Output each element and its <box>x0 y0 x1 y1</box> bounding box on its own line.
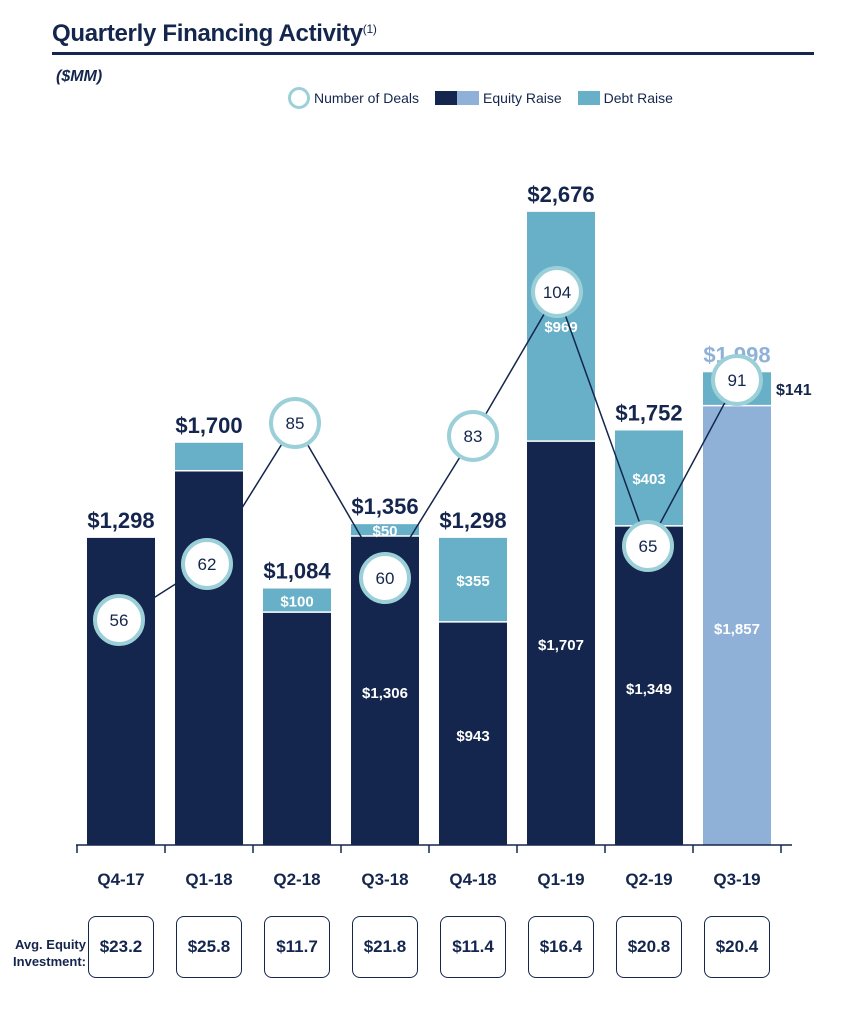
page-title: Quarterly Financing Activity(1) <box>52 20 377 48</box>
equity-value-label: $1,349 <box>626 681 672 698</box>
debt-value-label: $100 <box>280 593 313 610</box>
equity-light-swatch-icon <box>457 91 480 105</box>
equity-value-label: $1,707 <box>538 637 584 654</box>
bar-equity-Q1-19 <box>527 441 595 845</box>
avg-equity-box: $20.8 <box>616 916 682 978</box>
legend-item-equity: Equity Raise <box>435 90 562 106</box>
equity-value-label: $943 <box>456 728 489 745</box>
bar-debt-Q1-18 <box>175 442 243 471</box>
bar-debt-Q3-18 <box>351 524 419 537</box>
x-tick-label: Q2-18 <box>273 870 320 889</box>
equity-swatch-icon <box>435 91 458 105</box>
total-label: $1,298 <box>87 508 154 533</box>
bar-debt-Q2-19 <box>615 430 683 526</box>
bar-equity-Q1-18 <box>175 470 243 845</box>
total-label: $2,676 <box>527 182 594 207</box>
circle-marker-icon <box>288 87 310 109</box>
avg-equity-box: $23.2 <box>88 916 154 978</box>
debt-swatch-icon <box>577 91 600 105</box>
avg-equity-box: $16.4 <box>528 916 594 978</box>
x-tick-label: Q3-18 <box>361 870 408 889</box>
deal-count-marker <box>359 552 411 604</box>
deals-line <box>118 290 738 621</box>
legend-label-deals: Number of Deals <box>314 90 420 106</box>
deal-count-marker <box>447 410 499 462</box>
avg-equity-box: $21.8 <box>352 916 418 978</box>
avg-equity-box: $11.7 <box>264 916 330 978</box>
financing-chart: Q4-17 Q1-18 Q2-18 Q3-18 Q4-18 Q1-19 Q2-19 Q3-19… <box>76 182 812 889</box>
x-tick-label: Q3-19 <box>713 870 760 889</box>
avg-equity-box: $11.4 <box>440 916 506 978</box>
legend-label-equity: Equity Raise <box>483 90 562 106</box>
debt-value-label: $355 <box>456 573 489 590</box>
debt-value-label: $969 <box>544 319 577 336</box>
deal-count-marker <box>269 397 321 449</box>
deal-count-label: 62 <box>198 555 217 574</box>
total-label: $1,752 <box>615 400 682 425</box>
total-label: $1,356 <box>351 494 418 519</box>
avg-equity-box: $25.8 <box>176 916 242 978</box>
x-tick-label: Q4-17 <box>97 870 144 889</box>
deal-count-label: 60 <box>376 569 395 588</box>
deal-count-marker <box>711 354 763 406</box>
chart-legend: Number of Deals Equity Raise Debt Raise <box>288 84 689 112</box>
bar-debt-Q1-19 <box>527 211 595 442</box>
title-text: Quarterly Financing Activity <box>52 20 363 47</box>
bar-equity-Q3-19 <box>703 405 771 845</box>
deal-count-marker <box>93 594 145 646</box>
total-label: $1,298 <box>439 508 506 533</box>
deal-count-label: 85 <box>286 414 305 433</box>
bar-equity-Q2-18 <box>263 612 331 845</box>
title-divider <box>52 52 814 55</box>
debt-value-label: $403 <box>632 471 665 488</box>
avg-equity-label: Avg. Equity Investment: <box>13 937 86 969</box>
deal-count-marker <box>531 266 583 318</box>
x-tick-label: Q1-19 <box>537 870 584 889</box>
x-tick-label: Q4-18 <box>449 870 496 889</box>
debt-value-label: $50 <box>372 523 397 540</box>
total-label: $1,084 <box>263 559 331 584</box>
x-tick-label: Q2-19 <box>625 870 672 889</box>
legend-item-debt: Debt Raise <box>577 90 673 106</box>
deal-count-label: 83 <box>464 427 483 446</box>
bar-debt-Q4-18 <box>439 537 507 622</box>
deal-count-label: 56 <box>110 611 129 630</box>
units-label: ($MM) <box>56 68 103 85</box>
bar-equity-Q2-19 <box>615 525 683 845</box>
deal-count-label: 65 <box>639 537 658 556</box>
title-superscript: (1) <box>362 22 377 36</box>
deal-count-label: 104 <box>543 283 571 302</box>
total-label: $1,700 <box>175 413 242 438</box>
legend-label-debt: Debt Raise <box>603 90 673 106</box>
debt-value-label: $141 <box>776 382 812 399</box>
deal-count-marker <box>181 538 233 590</box>
deal-count-marker <box>622 520 674 572</box>
bar-equity-Q4-18 <box>439 621 507 845</box>
deal-count-label: 91 <box>728 371 747 390</box>
bar-debt-Q2-18 <box>263 588 331 613</box>
bar-equity-Q4-17 <box>87 537 155 845</box>
legend-item-deals: Number of Deals <box>288 87 419 109</box>
avg-equity-box: $20.4 <box>704 916 770 978</box>
equity-value-label: $1,857 <box>714 621 760 638</box>
x-tick-label: Q1-18 <box>185 870 232 889</box>
equity-value-label: $1,306 <box>362 685 408 702</box>
